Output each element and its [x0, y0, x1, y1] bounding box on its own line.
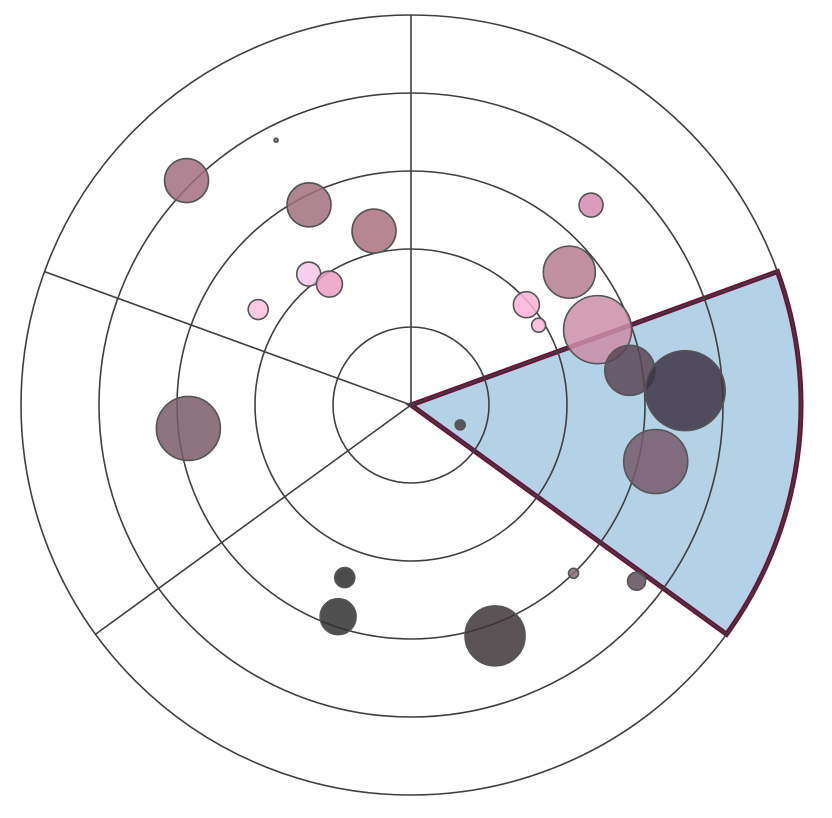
data-point-12 [562, 294, 633, 365]
data-point-22 [626, 571, 647, 592]
data-point-19 [622, 428, 689, 495]
sector-boundary-324 [410, 404, 727, 635]
data-point-20 [454, 419, 466, 431]
sector-boundary-160 [44, 270, 412, 406]
data-point-4 [273, 137, 279, 144]
data-point-21 [567, 567, 580, 580]
sector-boundary-216 [95, 404, 412, 635]
grid-layer [20, 14, 802, 796]
data-point-7 [247, 298, 269, 321]
data-point-10 [578, 192, 604, 218]
data-point-9 [542, 245, 597, 299]
data-point-11 [530, 317, 547, 334]
data-point-3 [163, 157, 210, 204]
data-point-18 [644, 349, 726, 432]
data-point-16 [464, 605, 526, 667]
data-point-14 [333, 566, 356, 589]
data-point-2 [351, 208, 397, 254]
data-point-8 [512, 290, 541, 319]
data-point-15 [319, 597, 357, 636]
data-point-13 [155, 395, 222, 462]
points-layer [155, 137, 726, 667]
data-point-6 [315, 270, 344, 298]
data-point-1 [286, 182, 332, 228]
